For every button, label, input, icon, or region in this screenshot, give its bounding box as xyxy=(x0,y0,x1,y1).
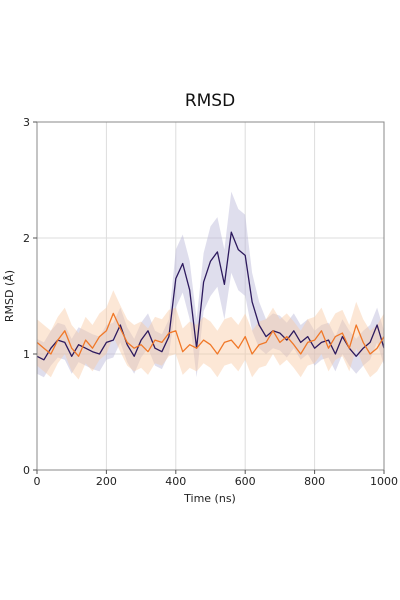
x-tick-label: 400 xyxy=(165,475,186,488)
series-2-band xyxy=(37,290,384,380)
x-tick-label: 800 xyxy=(304,475,325,488)
y-axis-ticks: 0 1 2 3 xyxy=(23,116,37,477)
y-tick-label: 3 xyxy=(23,116,30,129)
x-tick-label: 200 xyxy=(96,475,117,488)
x-tick-label: 600 xyxy=(235,475,256,488)
x-axis-label: Time (ns) xyxy=(183,492,236,505)
series-lines xyxy=(36,231,385,361)
y-tick-label: 1 xyxy=(23,348,30,361)
y-tick-label: 0 xyxy=(23,464,30,477)
x-tick-label: 1000 xyxy=(370,475,398,488)
x-tick-label: 0 xyxy=(34,475,41,488)
series-2-line xyxy=(36,312,385,357)
series-1-band xyxy=(37,191,384,378)
y-axis-label: RMSD (Å) xyxy=(3,270,16,322)
x-axis-ticks: 0 200 400 600 800 1000 xyxy=(34,470,398,488)
y-tick-label: 2 xyxy=(23,232,30,245)
variability-bands xyxy=(37,191,384,380)
plot-frame xyxy=(36,121,385,471)
chart-title: RMSD xyxy=(185,91,235,111)
